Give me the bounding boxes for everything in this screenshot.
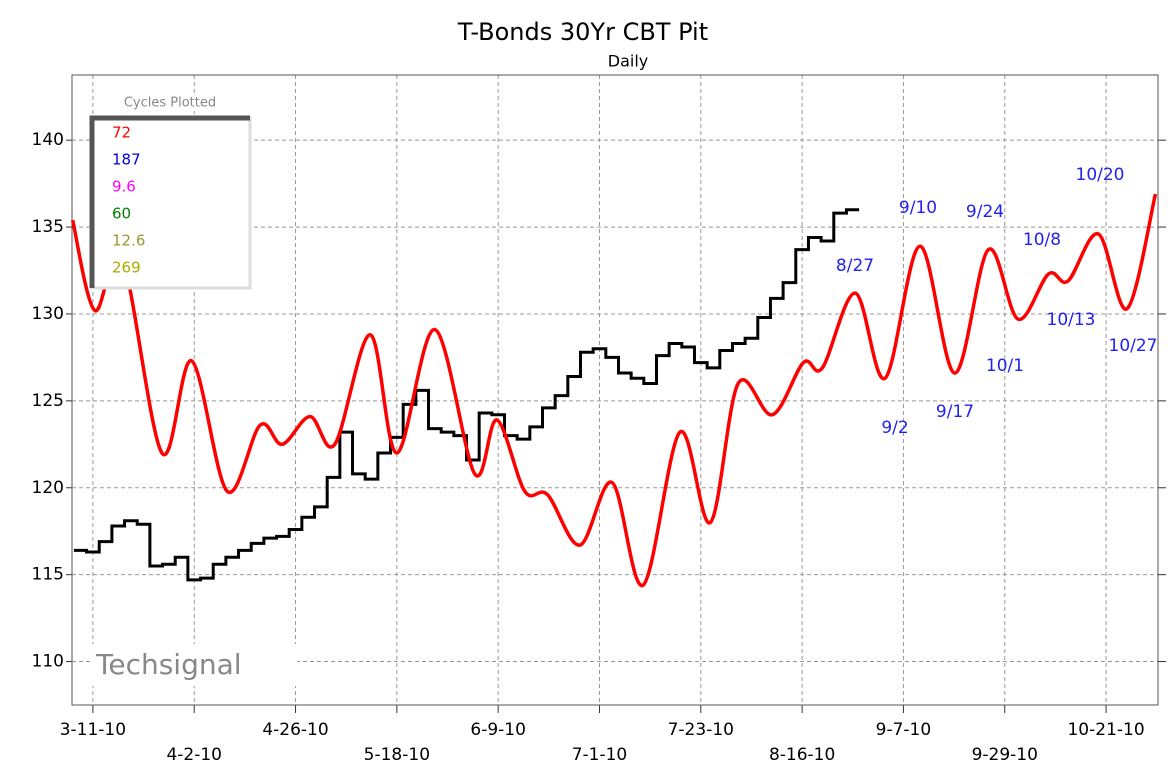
date-annotation: 9/2 bbox=[881, 418, 908, 438]
cycle-line bbox=[70, 193, 1158, 587]
legend-entry: 72 bbox=[112, 124, 131, 142]
watermark-bg bbox=[92, 644, 297, 686]
legend-entry: 269 bbox=[112, 259, 141, 277]
x-tick-label: 9-7-10 bbox=[876, 720, 932, 740]
date-annotation: 10/13 bbox=[1047, 310, 1096, 330]
x-tick-label: 5-18-10 bbox=[364, 745, 430, 765]
date-annotation: 9/17 bbox=[936, 402, 974, 422]
date-annotation: 10/1 bbox=[986, 356, 1024, 376]
y-tick-label: 130 bbox=[32, 304, 64, 324]
date-annotation: 10/27 bbox=[1109, 336, 1158, 356]
y-tick-label: 120 bbox=[32, 478, 64, 498]
y-tick-label: 135 bbox=[32, 217, 64, 237]
watermark: Techsignal bbox=[95, 648, 242, 681]
x-tick-label: 7-23-10 bbox=[668, 720, 734, 740]
x-tick-label: 9-29-10 bbox=[972, 745, 1038, 765]
y-tick-label: 115 bbox=[32, 565, 64, 585]
chart-subtitle: Daily bbox=[608, 52, 648, 71]
y-tick-label: 125 bbox=[32, 391, 64, 411]
x-tick-label: 3-11-10 bbox=[60, 720, 126, 740]
x-tick-label: 4-2-10 bbox=[166, 745, 222, 765]
chart-title: T-Bonds 30Yr CBT Pit bbox=[457, 18, 708, 46]
legend-border bbox=[89, 115, 250, 288]
date-annotation: 10/20 bbox=[1076, 165, 1125, 185]
plot-frame bbox=[71, 74, 1159, 706]
date-annotation: 9/24 bbox=[966, 202, 1004, 222]
date-annotation: 9/10 bbox=[899, 198, 937, 218]
legend-entry: 60 bbox=[112, 205, 131, 223]
y-tick-label: 110 bbox=[32, 652, 64, 672]
x-tick-label: 8-16-10 bbox=[769, 745, 835, 765]
legend-shadow bbox=[90, 116, 252, 290]
legend-entry: 187 bbox=[112, 151, 141, 169]
x-tick-label: 6-9-10 bbox=[470, 720, 526, 740]
x-tick-label: 7-1-10 bbox=[572, 745, 628, 765]
legend-entry: 9.6 bbox=[112, 178, 136, 196]
x-tick-label: 4-26-10 bbox=[262, 720, 328, 740]
y-tick-label: 140 bbox=[32, 130, 64, 150]
legend-title-bg bbox=[104, 95, 236, 111]
legend-title: Cycles Plotted bbox=[124, 96, 216, 111]
legend-entry: 12.6 bbox=[112, 232, 145, 250]
date-annotation: 8/27 bbox=[836, 256, 874, 276]
x-tick-label: 10-21-10 bbox=[1067, 720, 1144, 740]
date-annotation: 10/8 bbox=[1023, 230, 1061, 250]
